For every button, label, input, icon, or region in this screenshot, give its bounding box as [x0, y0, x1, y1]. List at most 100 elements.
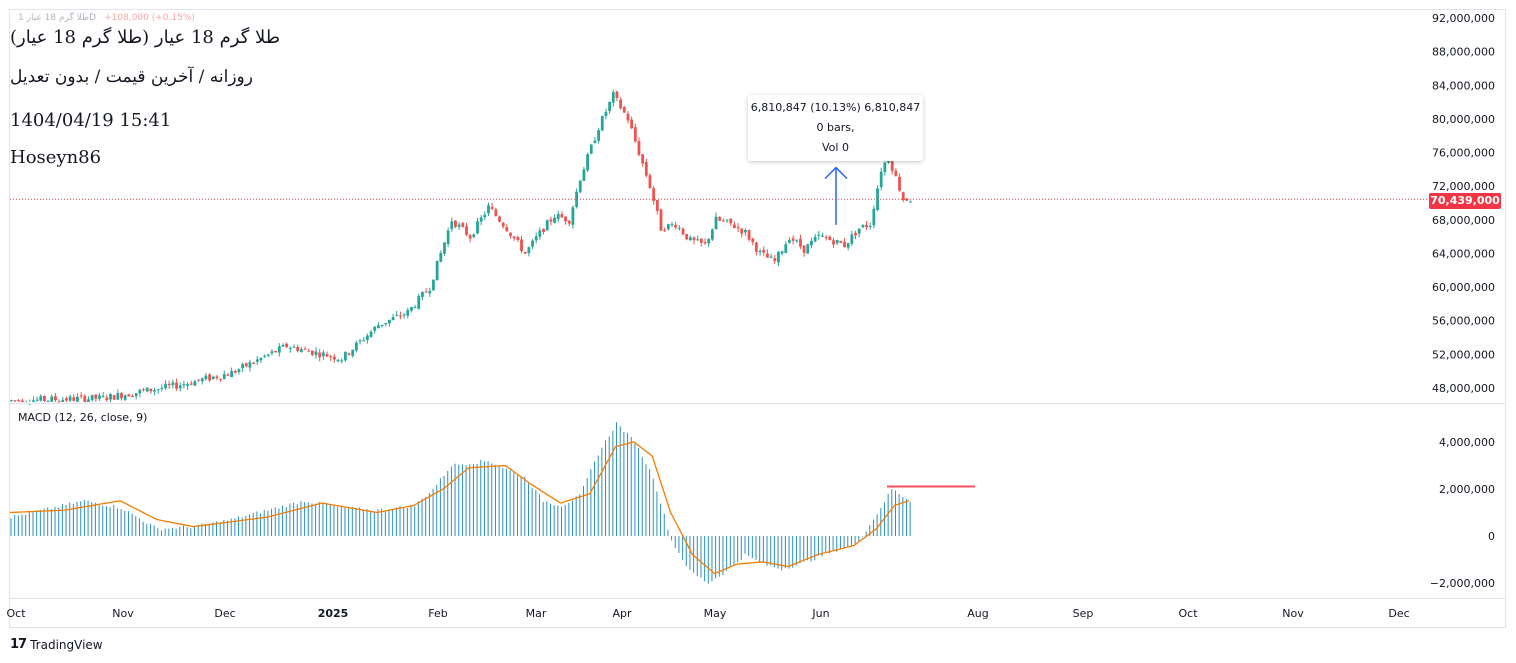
candle-body: [116, 393, 120, 400]
candle-body: [556, 214, 560, 220]
candle-body: [890, 159, 894, 171]
candle-body: [846, 243, 850, 248]
candle-body: [410, 307, 413, 311]
time-tick-label: Feb: [428, 607, 447, 620]
candle-body: [751, 238, 755, 243]
candle-body: [545, 220, 549, 231]
candle-body: [850, 234, 854, 244]
candle-body: [766, 253, 769, 258]
time-tick-label: Jun: [811, 607, 829, 620]
candle-body: [472, 234, 476, 238]
candle-body: [578, 180, 582, 193]
candle-body: [90, 394, 94, 401]
chart-datetime: 1404/04/19 15:41: [10, 110, 172, 131]
candle-body: [633, 127, 637, 142]
candle-body: [373, 326, 377, 331]
candle-body: [219, 378, 222, 380]
candle-body: [332, 356, 336, 360]
candle-body: [270, 351, 274, 354]
candle-body: [28, 403, 32, 405]
candle-body: [76, 396, 79, 402]
candle-body: [406, 310, 410, 316]
candle-body: [384, 323, 388, 325]
candle-body: [615, 91, 619, 99]
candle-body: [685, 233, 689, 240]
candle-body: [821, 235, 824, 237]
candle-body: [241, 364, 245, 369]
candle-body: [288, 347, 292, 349]
price-tick-label: 76,000,000: [1432, 147, 1495, 160]
candle-body: [204, 375, 208, 380]
overlay-layer: [10, 166, 1428, 225]
measure-arrow-head: [824, 166, 848, 180]
chart-subtitle: روزانه / آخرین قیمت / بدون تعدیل: [10, 67, 253, 87]
candle-body: [865, 224, 868, 228]
macd-legend[interactable]: MACD (12, 26, close, 9): [18, 411, 148, 424]
candle-body: [655, 200, 659, 211]
candle-body: [758, 251, 762, 253]
brand-name: TradingView: [30, 637, 103, 652]
candle-body: [439, 252, 443, 262]
axes-layer: 48,000,000 52,000,000 56,000,000 60,000,000…: [6, 12, 1506, 620]
candle-body: [354, 342, 358, 351]
candle-body: [718, 217, 722, 221]
tooltip-line-bars: 0 bars,: [816, 121, 855, 134]
candle-body: [725, 219, 729, 221]
candle-body: [277, 346, 281, 353]
candle-body: [17, 400, 21, 402]
candle-body: [263, 355, 267, 357]
candle-body: [663, 229, 667, 231]
candle-body: [189, 383, 193, 385]
candle-body: [600, 116, 604, 131]
candle-body: [123, 395, 127, 400]
candle-body: [435, 260, 439, 281]
tradingview-brand[interactable]: 17 TradingView: [10, 637, 103, 652]
time-tick-label: 2025: [318, 607, 349, 620]
candle-body: [259, 357, 263, 361]
candle-body: [182, 384, 186, 386]
candle-body: [222, 374, 226, 380]
candle-body: [483, 214, 487, 218]
candle-body: [531, 240, 534, 247]
candle-body: [835, 239, 839, 244]
candle-body: [83, 395, 87, 402]
candle-body: [582, 169, 586, 181]
candle-body: [487, 205, 490, 214]
candle-body: [325, 354, 329, 357]
candle-body: [281, 344, 285, 347]
candle-body: [200, 378, 204, 382]
candle-body: [307, 350, 311, 352]
candle-body: [571, 207, 575, 225]
candle-body: [788, 240, 791, 243]
candle-body: [208, 374, 211, 381]
top-faint-line: طلا گرم 18 عیار 1D +108,000 (+0.15%): [18, 13, 195, 23]
candle-body: [795, 240, 799, 242]
candle-body: [244, 363, 248, 367]
candle-body: [57, 401, 61, 403]
candle-body: [674, 224, 678, 228]
candle-body: [898, 176, 901, 191]
candle-body: [512, 236, 516, 239]
candle-body: [446, 230, 450, 245]
candle-body: [465, 226, 468, 235]
candle-body: [43, 395, 46, 401]
candle-body: [145, 387, 149, 392]
time-tick-label: Nov: [1282, 607, 1304, 620]
macd-layer: [9, 422, 975, 584]
candle-body: [604, 111, 608, 117]
price-tick-label: 84,000,000: [1432, 79, 1495, 92]
candle-body: [523, 251, 527, 254]
macd-tick-label: 2,000,000: [1439, 483, 1495, 496]
candle-body: [178, 385, 182, 389]
candle-body: [626, 113, 630, 121]
candle-body: [872, 208, 876, 226]
candle-body: [549, 219, 553, 222]
candle-body: [285, 343, 289, 348]
candle-body: [777, 252, 780, 263]
time-tick-label: Dec: [214, 607, 235, 620]
candle-body: [46, 400, 50, 402]
candle-body: [54, 396, 57, 401]
candle-body: [351, 349, 355, 356]
candle-body: [799, 238, 802, 247]
